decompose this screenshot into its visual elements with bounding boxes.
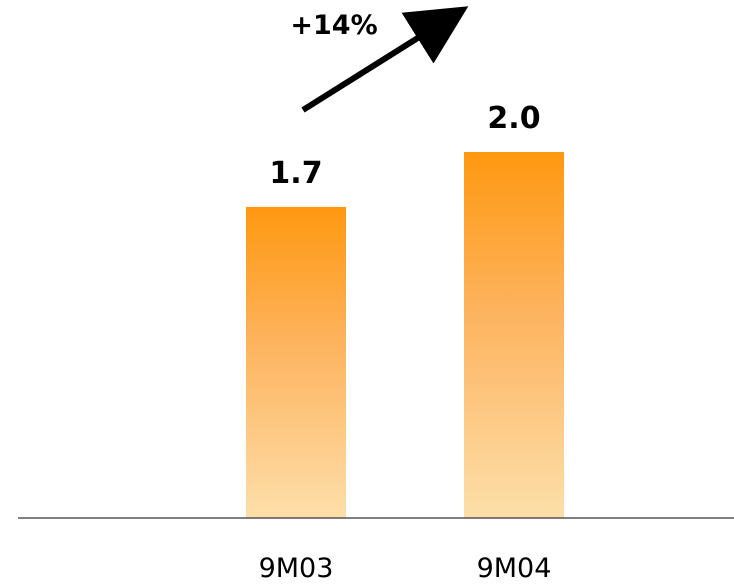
bars-group bbox=[246, 152, 564, 518]
growth-arrow bbox=[301, 6, 469, 113]
growth-label: +14% bbox=[290, 10, 377, 41]
value-labels-group: 1.7 2.0 bbox=[269, 101, 540, 191]
value-label-9m03: 1.7 bbox=[269, 156, 322, 191]
value-label-9m04: 2.0 bbox=[487, 101, 540, 136]
bar-9m04 bbox=[464, 152, 564, 518]
category-label-9m04: 9M04 bbox=[477, 553, 552, 580]
category-label-9m03: 9M03 bbox=[259, 553, 334, 580]
bar-9m03 bbox=[246, 206, 346, 518]
growth-annotation: +14% bbox=[290, 6, 469, 113]
category-labels-group: 9M03 9M04 bbox=[259, 553, 552, 584]
